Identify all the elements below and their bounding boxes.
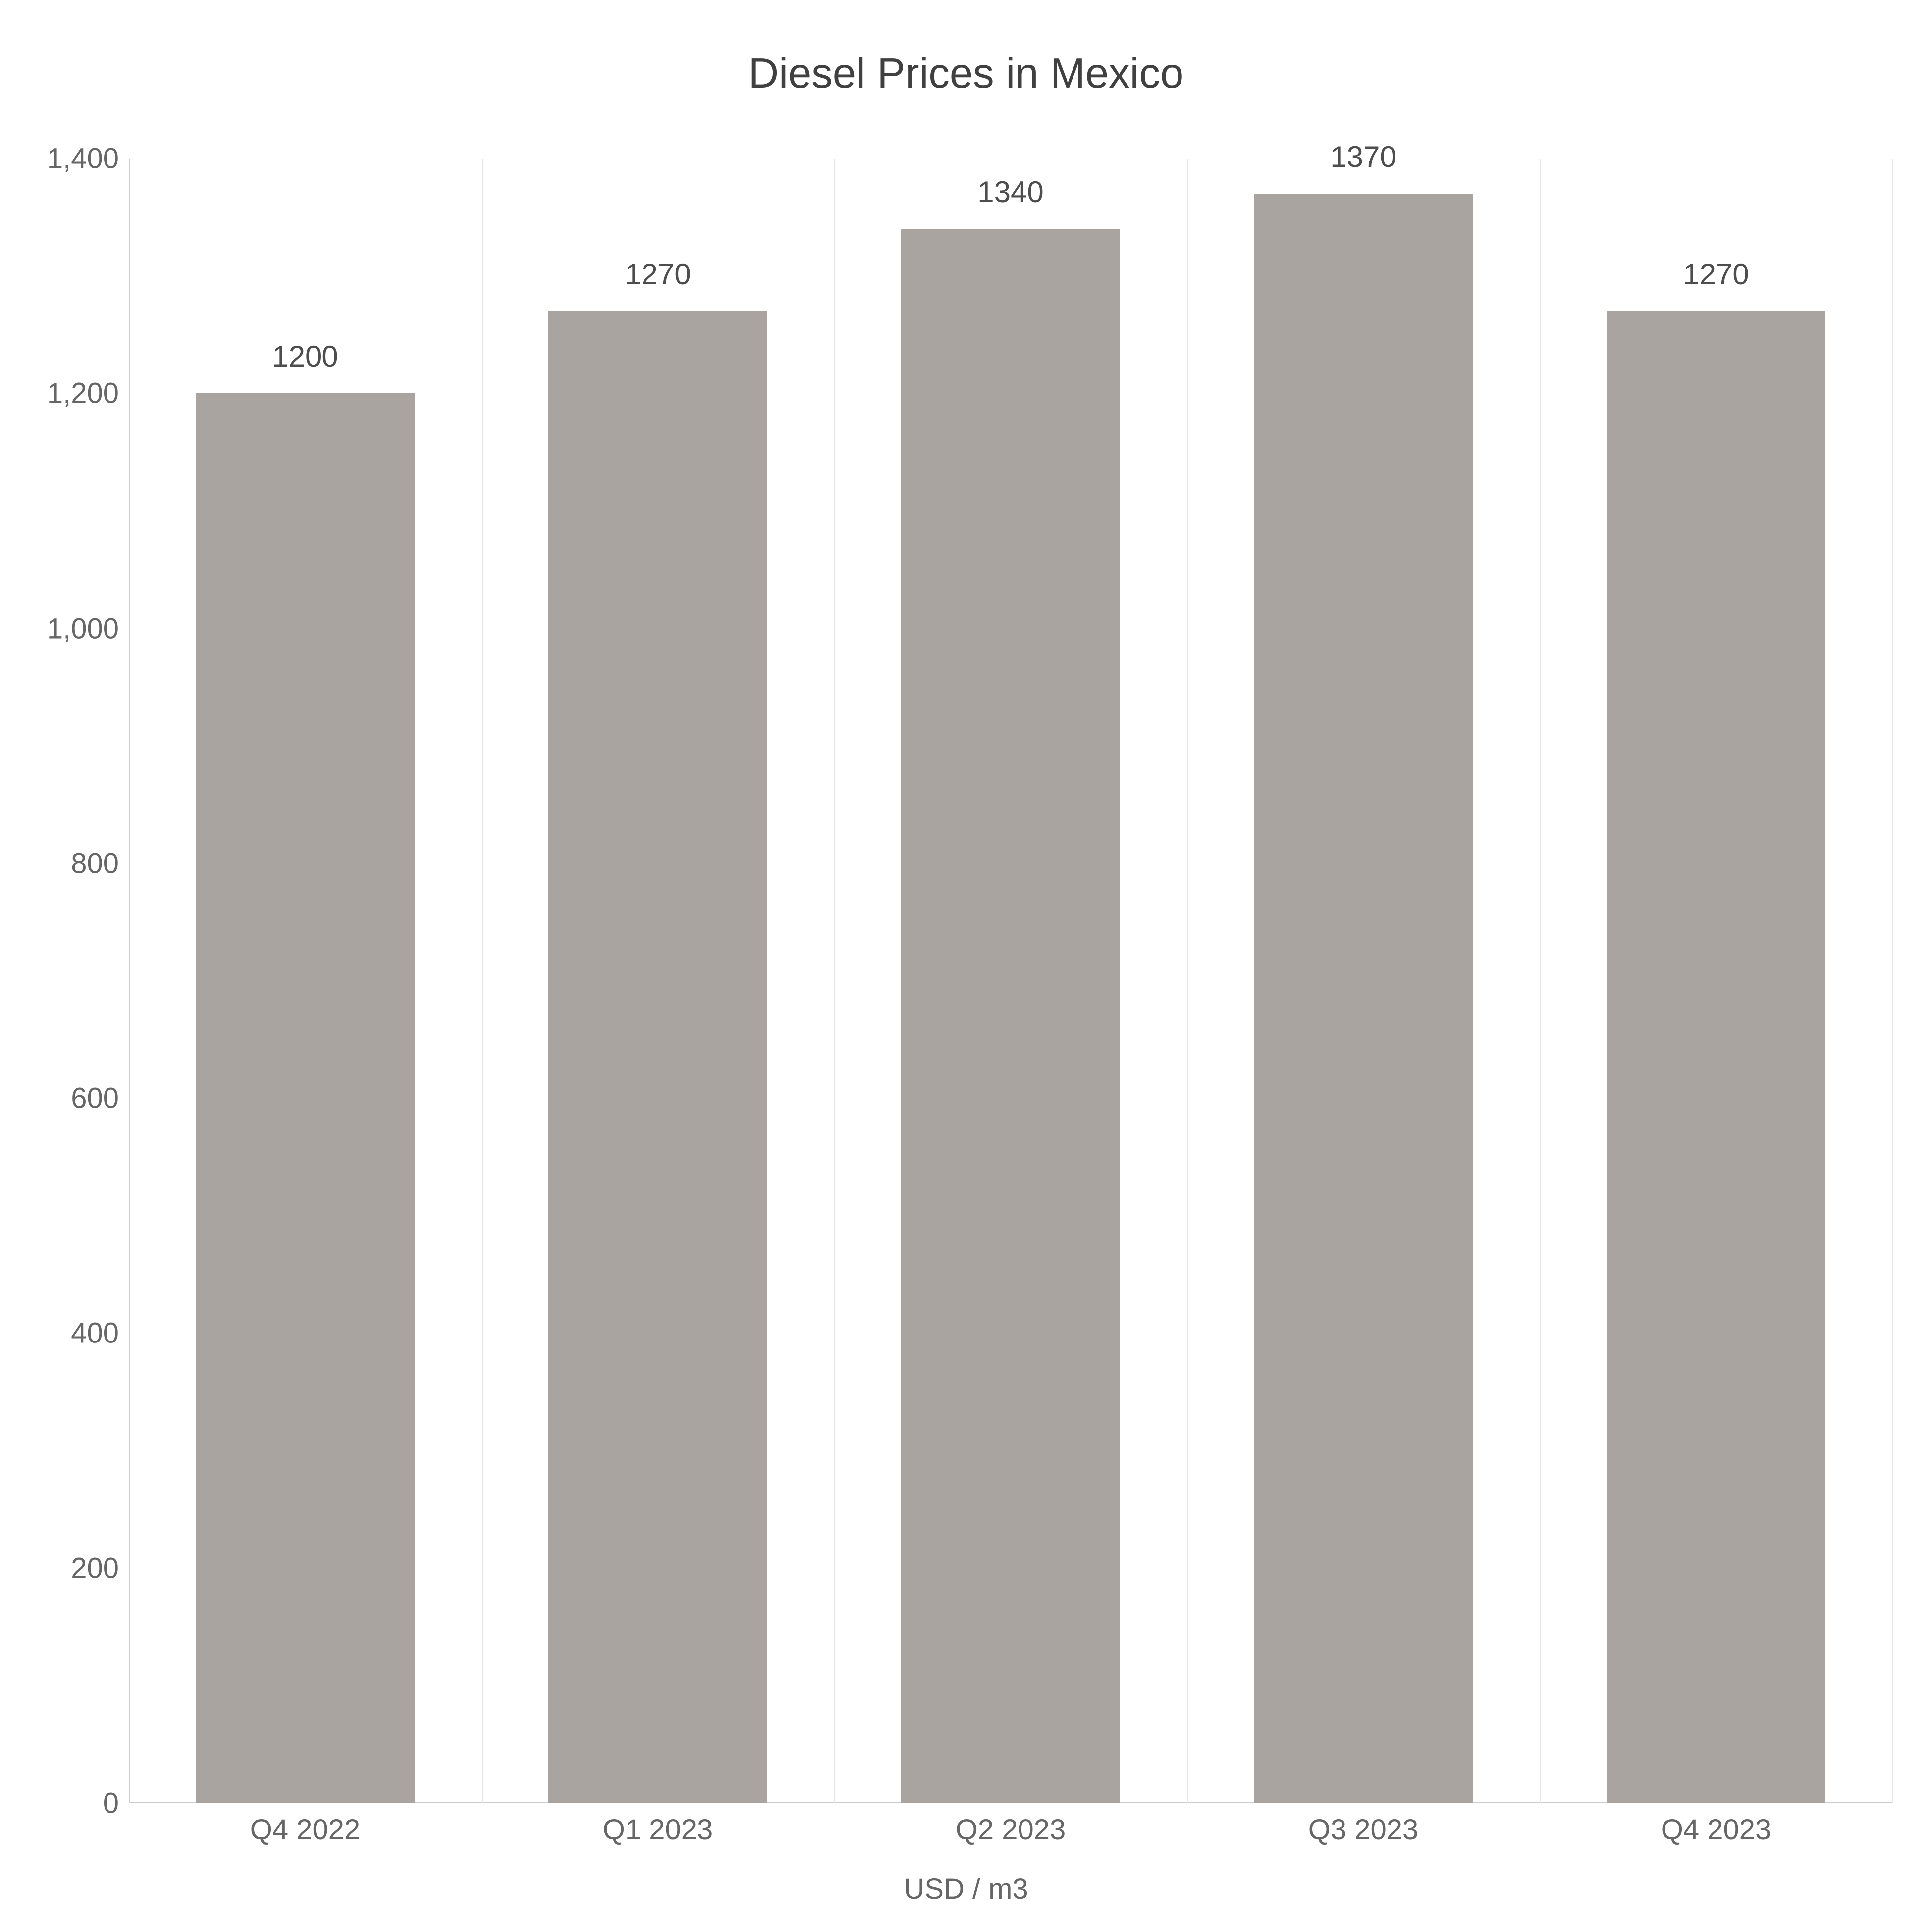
y-tick-label: 400: [71, 1317, 129, 1350]
bar: [1607, 311, 1825, 1803]
y-tick-label: 1,200: [47, 377, 129, 410]
y-tick-label: 800: [71, 847, 129, 880]
y-axis-line: [129, 159, 130, 1803]
bar-value-label: 1370: [1330, 140, 1396, 174]
bar-value-label: 1340: [977, 175, 1043, 209]
grid-line: [1540, 159, 1541, 1803]
bar-value-label: 1200: [272, 339, 338, 374]
y-tick-label: 200: [71, 1552, 129, 1585]
chart-title: Diesel Prices in Mexico: [0, 50, 1932, 98]
chart-container: Diesel Prices in Mexico 02004006008001,0…: [0, 0, 1932, 1932]
bar: [548, 311, 767, 1803]
x-tick-label: Q4 2022: [250, 1803, 361, 1846]
y-tick-label: 1,000: [47, 612, 129, 645]
bar: [196, 393, 414, 1803]
x-tick-label: Q4 2023: [1661, 1803, 1771, 1846]
y-tick-label: 0: [103, 1787, 129, 1820]
grid-line: [834, 159, 835, 1803]
x-tick-label: Q2 2023: [956, 1803, 1066, 1846]
bar: [901, 229, 1120, 1803]
bar-value-label: 1270: [625, 257, 691, 291]
grid-line: [1187, 159, 1188, 1803]
grid-line: [482, 159, 483, 1803]
x-tick-label: Q3 2023: [1308, 1803, 1419, 1846]
bar: [1254, 194, 1472, 1803]
x-axis-title: USD / m3: [0, 1873, 1932, 1906]
y-tick-label: 600: [71, 1082, 129, 1115]
plot-area: 02004006008001,0001,2001,4001200Q4 20221…: [129, 159, 1892, 1803]
bar-value-label: 1270: [1683, 257, 1749, 291]
grid-line: [1892, 159, 1893, 1803]
x-tick-label: Q1 2023: [603, 1803, 713, 1846]
y-tick-label: 1,400: [47, 142, 129, 175]
